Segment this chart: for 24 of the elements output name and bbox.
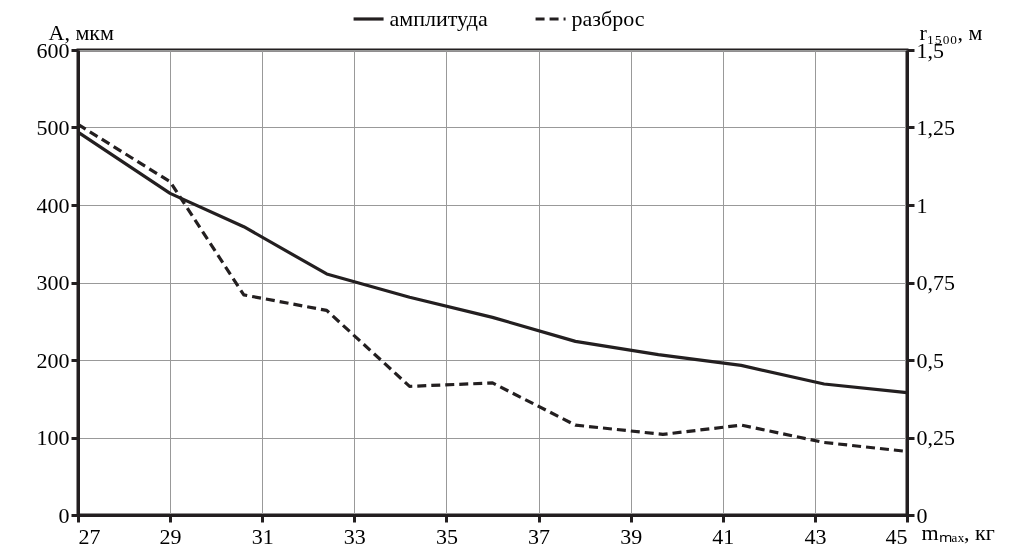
x-tick-label: 33 [343, 523, 366, 549]
y2-axis-title: r₁₅₀₀, м [919, 19, 983, 45]
x-tick-label: 45 [885, 523, 908, 549]
y2-tick-label: 1 [916, 192, 928, 218]
x-tick-label: 41 [712, 523, 735, 549]
x-tick-label: 43 [804, 523, 827, 549]
x-tick-label: 35 [435, 523, 458, 549]
x-tick-label: 31 [251, 523, 274, 549]
y-tick-label: 300 [36, 270, 70, 295]
x-tick-label: 37 [528, 523, 551, 549]
y-tick-label: 500 [36, 115, 70, 140]
y2-tick-label: 0,75 [916, 270, 955, 295]
y2-tick-label: 0,5 [916, 347, 944, 373]
y2-tick-label: 1,25 [916, 115, 955, 140]
x-tick-label: 39 [620, 523, 643, 549]
y-tick-label: 200 [36, 347, 70, 373]
y-tick-label: 0 [58, 502, 70, 528]
x-tick-label: 29 [159, 523, 182, 549]
x-tick-label: 27 [78, 523, 101, 549]
legend-label: амплитуда [389, 6, 488, 31]
legend-label: разброс [571, 6, 645, 31]
y2-tick-label: 0,25 [916, 425, 955, 450]
y-tick-label: 100 [36, 425, 70, 450]
y-tick-label: 400 [36, 192, 70, 218]
